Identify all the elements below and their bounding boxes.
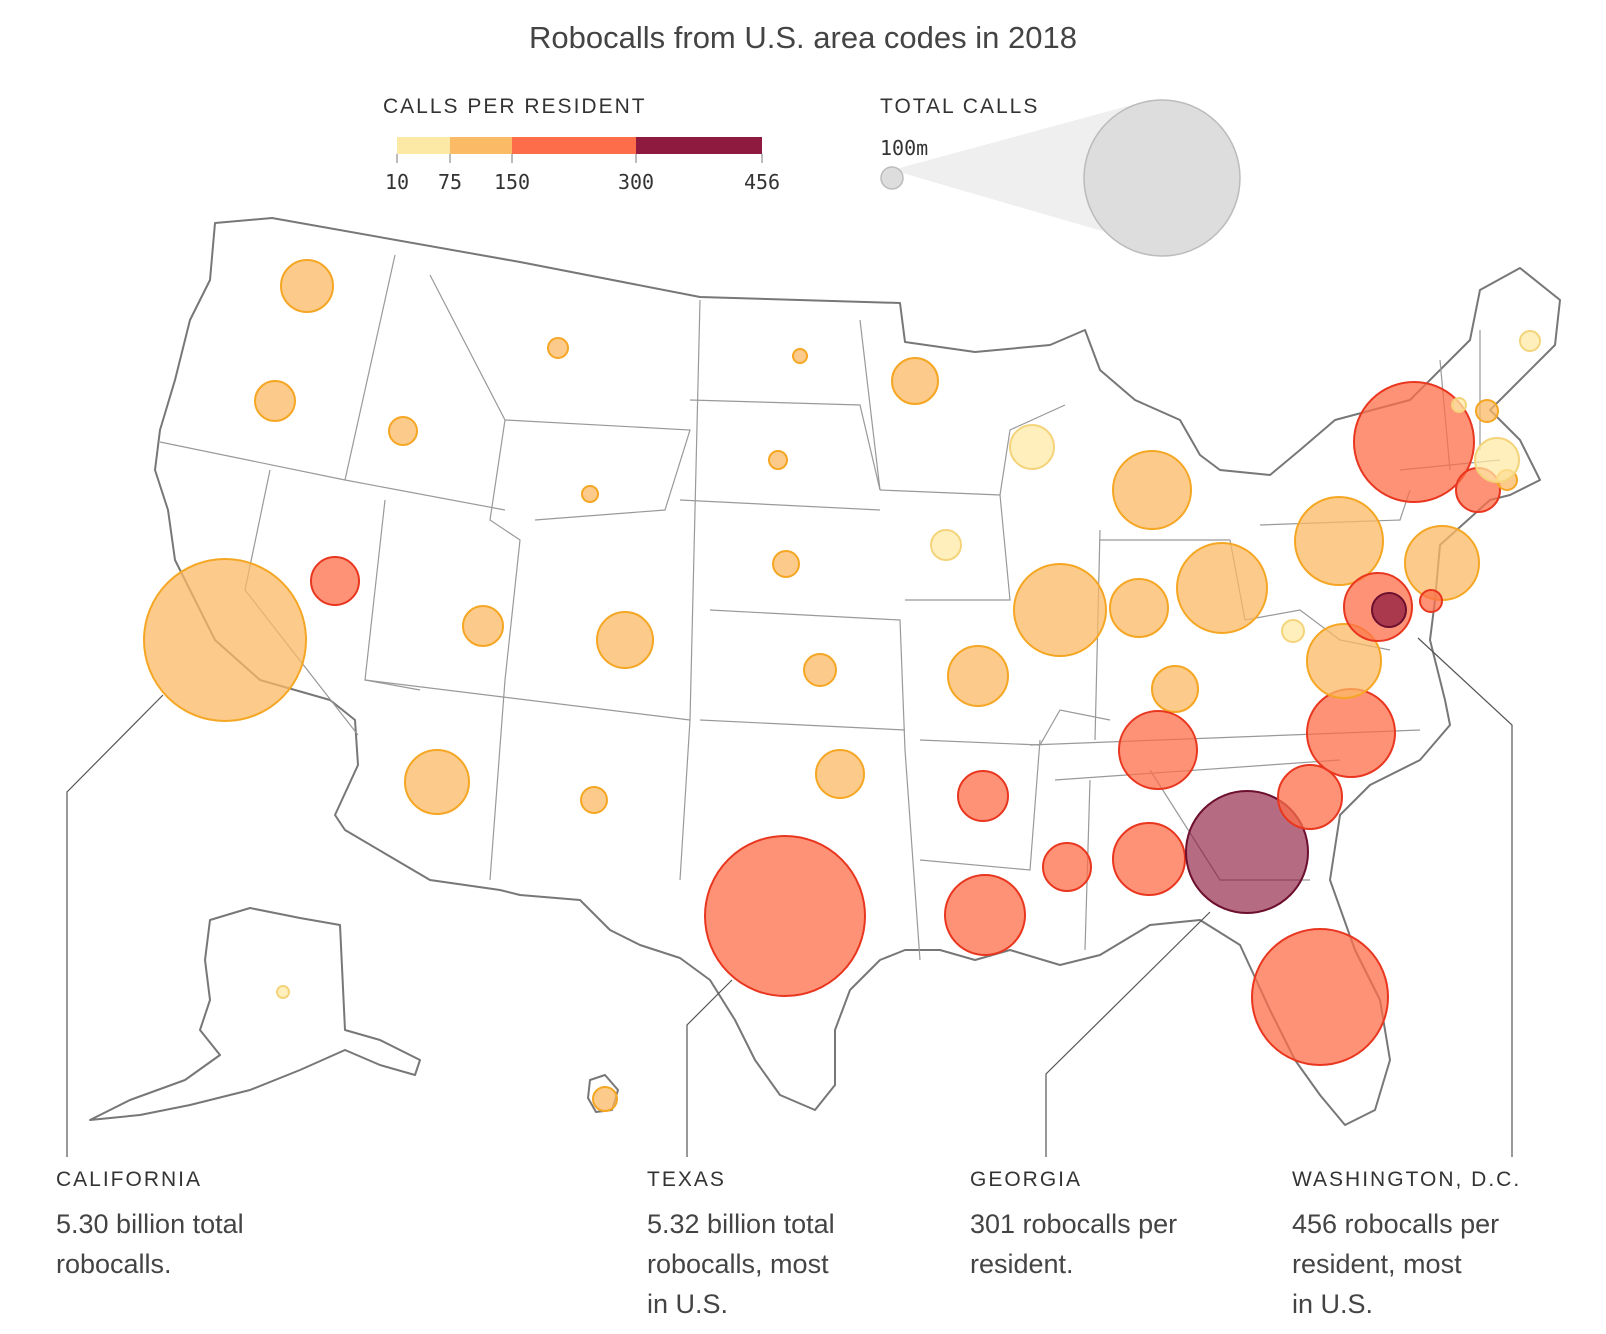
bubble-washington bbox=[280, 259, 334, 313]
callout-georgia-line2: resident. bbox=[970, 1249, 1074, 1279]
callout-texas-line1: 5.32 billion total bbox=[647, 1209, 835, 1239]
bubble-new-jersey bbox=[1404, 525, 1480, 601]
bubble-louisiana bbox=[944, 874, 1026, 956]
callout-washington-dc: WASHINGTON, D.C. 456 robocalls per resid… bbox=[1292, 1168, 1521, 1324]
bubble-arkansas bbox=[957, 770, 1009, 822]
rate-legend-bar bbox=[396, 137, 763, 163]
bubble-kansas bbox=[803, 653, 837, 687]
bubble-north-dakota bbox=[792, 348, 808, 364]
rate-tick-75: 75 bbox=[437, 170, 463, 194]
callout-dc-title: WASHINGTON, D.C. bbox=[1292, 1168, 1522, 1191]
callout-texas-line3: in U.S. bbox=[647, 1289, 729, 1319]
rate-swatch-4 bbox=[636, 137, 762, 154]
bubble-alabama bbox=[1112, 822, 1186, 896]
bubble-delaware bbox=[1419, 589, 1443, 613]
bubble-wisconsin bbox=[1009, 424, 1055, 470]
rate-swatch-3 bbox=[512, 137, 636, 154]
size-legend bbox=[880, 99, 1241, 257]
bubble-oklahoma bbox=[815, 749, 865, 799]
bubble-iowa bbox=[930, 529, 962, 561]
bubble-pennsylvania bbox=[1294, 496, 1384, 586]
leader-georgia bbox=[1045, 911, 1211, 1157]
bubble-tennessee bbox=[1118, 710, 1198, 790]
rate-legend-title: CALLS PER RESIDENT bbox=[383, 95, 647, 118]
bubble-virginia bbox=[1306, 623, 1382, 699]
rate-swatch-1 bbox=[397, 137, 450, 154]
bubble-massachusetts bbox=[1474, 437, 1520, 483]
alaska-outline bbox=[89, 907, 421, 1121]
bubble-california bbox=[143, 558, 307, 722]
callout-dc-line3: in U.S. bbox=[1292, 1289, 1374, 1319]
bubble-illinois bbox=[1013, 563, 1107, 657]
size-legend-small-label: 100m bbox=[880, 136, 929, 160]
rate-tick-300: 300 bbox=[617, 170, 655, 194]
bubble-indiana bbox=[1109, 578, 1169, 638]
bubble-idaho bbox=[388, 416, 418, 446]
bubble-missouri bbox=[947, 645, 1009, 707]
rate-swatch-2 bbox=[450, 137, 512, 154]
size-legend-large-circle bbox=[1083, 99, 1241, 257]
callout-dc-line2: resident, most bbox=[1292, 1249, 1462, 1279]
callout-georgia-text: 301 robocalls per resident. bbox=[970, 1204, 1177, 1284]
bubble-west-virginia bbox=[1281, 619, 1305, 643]
callout-california: CALIFORNIA 5.30 billion total robocalls. bbox=[56, 1168, 244, 1284]
bubble-florida bbox=[1251, 928, 1389, 1066]
chart-title: Robocalls from U.S. area codes in 2018 bbox=[529, 20, 1077, 55]
callout-georgia-title: GEORGIA bbox=[970, 1168, 1083, 1191]
bubble-michigan bbox=[1112, 450, 1192, 530]
callout-texas: TEXAS 5.32 billion total robocalls, most… bbox=[647, 1168, 835, 1324]
bubble-mississippi bbox=[1042, 842, 1092, 892]
bubble-utah bbox=[462, 605, 504, 647]
bubble-arizona bbox=[404, 749, 470, 815]
callout-georgia-line1: 301 robocalls per bbox=[970, 1209, 1178, 1239]
bubble-montana bbox=[547, 337, 569, 359]
callout-dc-text: 456 robocalls per resident, most in U.S. bbox=[1292, 1204, 1521, 1324]
bubble-washington-dc bbox=[1371, 592, 1407, 628]
callout-california-text: 5.30 billion total robocalls. bbox=[56, 1204, 244, 1284]
state-bubbles bbox=[143, 259, 1541, 1112]
bubble-georgia bbox=[1185, 790, 1309, 914]
bubble-kentucky bbox=[1151, 665, 1199, 713]
callout-california-title: CALIFORNIA bbox=[56, 1168, 203, 1191]
bubble-new-york bbox=[1353, 381, 1475, 503]
bubble-ohio bbox=[1176, 542, 1268, 634]
bubble-wyoming bbox=[581, 485, 599, 503]
bubble-north-carolina bbox=[1306, 688, 1396, 778]
bubble-nebraska bbox=[772, 550, 800, 578]
bubble-oregon bbox=[254, 380, 296, 422]
callout-texas-line2: robocalls, most bbox=[647, 1249, 829, 1279]
size-legend-title: TOTAL CALLS bbox=[880, 95, 1040, 118]
callout-texas-text: 5.32 billion total robocalls, most in U.… bbox=[647, 1204, 835, 1324]
size-legend-cone bbox=[892, 100, 1150, 245]
bubble-hawaii bbox=[592, 1086, 618, 1112]
callout-dc-line1: 456 robocalls per bbox=[1292, 1209, 1500, 1239]
bubble-alaska bbox=[276, 985, 290, 999]
callout-leaders bbox=[66, 637, 1513, 1157]
callout-california-line1: 5.30 billion total bbox=[56, 1209, 244, 1239]
leader-dc bbox=[1417, 637, 1513, 1157]
bubble-new-hampshire bbox=[1475, 399, 1499, 423]
rate-tick-10: 10 bbox=[384, 170, 410, 194]
rate-tick-150: 150 bbox=[493, 170, 531, 194]
bubble-south-dakota bbox=[768, 450, 788, 470]
callout-california-line2: robocalls. bbox=[56, 1249, 172, 1279]
bubble-minnesota bbox=[891, 357, 939, 405]
bubble-texas bbox=[704, 835, 866, 997]
leader-texas bbox=[686, 979, 733, 1157]
bubble-vermont bbox=[1451, 397, 1467, 413]
size-legend-small-circle bbox=[880, 166, 904, 190]
leader-california bbox=[66, 694, 164, 1157]
callout-texas-title: TEXAS bbox=[647, 1168, 726, 1191]
callout-georgia: GEORGIA 301 robocalls per resident. bbox=[970, 1168, 1177, 1284]
bubble-nevada bbox=[310, 556, 360, 606]
bubble-colorado bbox=[596, 611, 654, 669]
bubble-maine bbox=[1519, 330, 1541, 352]
bubble-south-carolina bbox=[1277, 764, 1343, 830]
rate-tick-456: 456 bbox=[743, 170, 781, 194]
bubble-new-mexico bbox=[580, 786, 608, 814]
